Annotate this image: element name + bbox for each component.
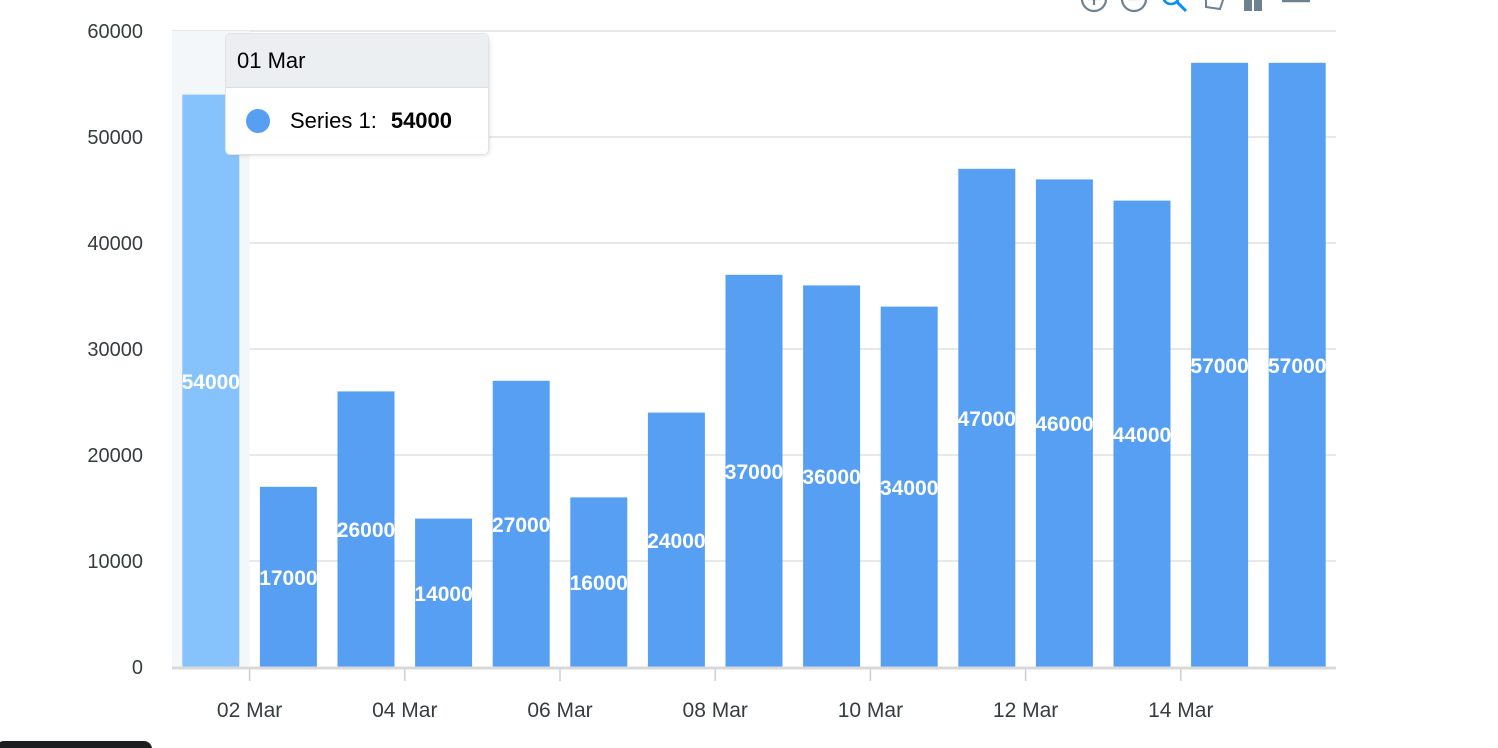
data-label: 36000	[802, 466, 860, 489]
data-label: 37000	[725, 461, 783, 484]
pan-icon[interactable]	[1200, 0, 1228, 13]
x-tick-label: 12 Mar	[993, 699, 1058, 722]
bar	[259, 486, 317, 667]
x-tick-label: 04 Mar	[372, 699, 437, 722]
x-tick-label: 06 Mar	[527, 699, 592, 722]
data-label: 24000	[647, 530, 705, 553]
tooltip-series-label: Series 1:	[290, 108, 377, 133]
data-label: 46000	[1035, 413, 1093, 436]
tooltip-series-marker	[246, 109, 270, 133]
y-tick-label: 10000	[87, 551, 143, 573]
data-label: 57000	[1190, 355, 1248, 378]
y-tick-label: 50000	[87, 127, 143, 149]
data-label: 14000	[414, 583, 472, 606]
bar	[415, 518, 473, 667]
menu-icon[interactable]	[1280, 0, 1312, 13]
bar	[570, 497, 628, 667]
data-label: 34000	[880, 477, 938, 500]
x-tick-label: 10 Mar	[838, 699, 903, 722]
bar	[725, 274, 783, 667]
tooltip-series-row: Series 1: 54000	[226, 88, 488, 154]
data-label: 27000	[492, 514, 550, 537]
data-label: 57000	[1268, 355, 1326, 378]
bar	[1113, 200, 1171, 667]
data-label: 17000	[259, 567, 317, 590]
y-tick-label: 0	[132, 657, 143, 679]
tooltip-value: 54000	[390, 108, 453, 133]
bar	[647, 412, 705, 667]
bar	[1268, 62, 1326, 668]
bottom-left-overlay	[0, 741, 152, 748]
x-tick-label: 08 Mar	[683, 699, 748, 722]
bar	[182, 94, 240, 668]
bar	[803, 285, 861, 667]
y-tick-label: 60000	[87, 21, 143, 43]
reset-icon[interactable]	[1240, 0, 1268, 13]
selection-zoom-icon[interactable]	[1160, 0, 1188, 13]
data-label: 44000	[1113, 424, 1171, 447]
bar	[492, 380, 550, 667]
zoom-out-icon[interactable]	[1120, 0, 1148, 13]
bar	[958, 168, 1016, 668]
bar	[1035, 179, 1093, 667]
data-label: 54000	[182, 371, 240, 394]
data-label: 16000	[570, 572, 628, 595]
x-tick-label: 14 Mar	[1148, 699, 1213, 722]
data-label: 26000	[337, 519, 395, 542]
bar	[880, 306, 938, 667]
tooltip-title: 01 Mar	[226, 34, 488, 88]
y-tick-label: 30000	[87, 339, 143, 361]
bar	[337, 391, 395, 667]
tooltip: 01 Mar Series 1: 54000	[225, 33, 489, 155]
data-label: 47000	[958, 408, 1016, 431]
x-tick-label: 02 Mar	[217, 699, 282, 722]
bar	[1191, 62, 1249, 668]
zoom-in-icon[interactable]	[1080, 0, 1108, 13]
chart-toolbar	[1080, 0, 1312, 13]
y-tick-label: 40000	[87, 233, 143, 255]
y-tick-label: 20000	[87, 445, 143, 467]
